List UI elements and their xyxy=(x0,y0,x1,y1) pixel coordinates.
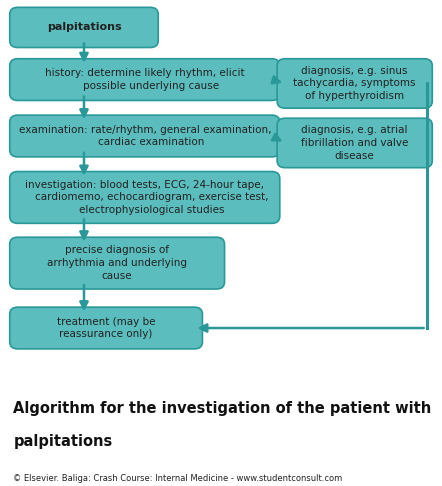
Text: investigation: blood tests, ECG, 24-hour tape,
    cardiomemo, echocardiogram, e: investigation: blood tests, ECG, 24-hour… xyxy=(22,180,268,215)
Text: Algorithm for the investigation of the patient with: Algorithm for the investigation of the p… xyxy=(13,401,431,417)
FancyBboxPatch shape xyxy=(10,59,280,101)
Text: precise diagnosis of
arrhythmia and underlying
cause: precise diagnosis of arrhythmia and unde… xyxy=(47,245,187,281)
Text: palpitations: palpitations xyxy=(13,434,113,449)
FancyBboxPatch shape xyxy=(10,172,280,224)
Text: history: determine likely rhythm, elicit
    possible underlying cause: history: determine likely rhythm, elicit… xyxy=(45,68,244,91)
Text: diagnosis, e.g. sinus
tachycardia, symptoms
of hyperthyroidism: diagnosis, e.g. sinus tachycardia, sympt… xyxy=(293,66,416,101)
FancyBboxPatch shape xyxy=(10,115,280,157)
Text: diagnosis, e.g. atrial
fibrillation and valve
disease: diagnosis, e.g. atrial fibrillation and … xyxy=(301,125,408,161)
Text: © Elsevier. Baliga: Crash Course: Internal Medicine - www.studentconsult.com: © Elsevier. Baliga: Crash Course: Intern… xyxy=(13,474,343,483)
FancyBboxPatch shape xyxy=(10,307,202,349)
FancyBboxPatch shape xyxy=(10,7,158,48)
Text: examination: rate/rhythm, general examination,
    cardiac examination: examination: rate/rhythm, general examin… xyxy=(19,124,271,147)
FancyBboxPatch shape xyxy=(277,59,432,108)
Text: treatment (may be
reassurance only): treatment (may be reassurance only) xyxy=(57,316,155,339)
Text: palpitations: palpitations xyxy=(47,22,121,33)
FancyBboxPatch shape xyxy=(10,237,225,289)
FancyBboxPatch shape xyxy=(277,118,432,168)
